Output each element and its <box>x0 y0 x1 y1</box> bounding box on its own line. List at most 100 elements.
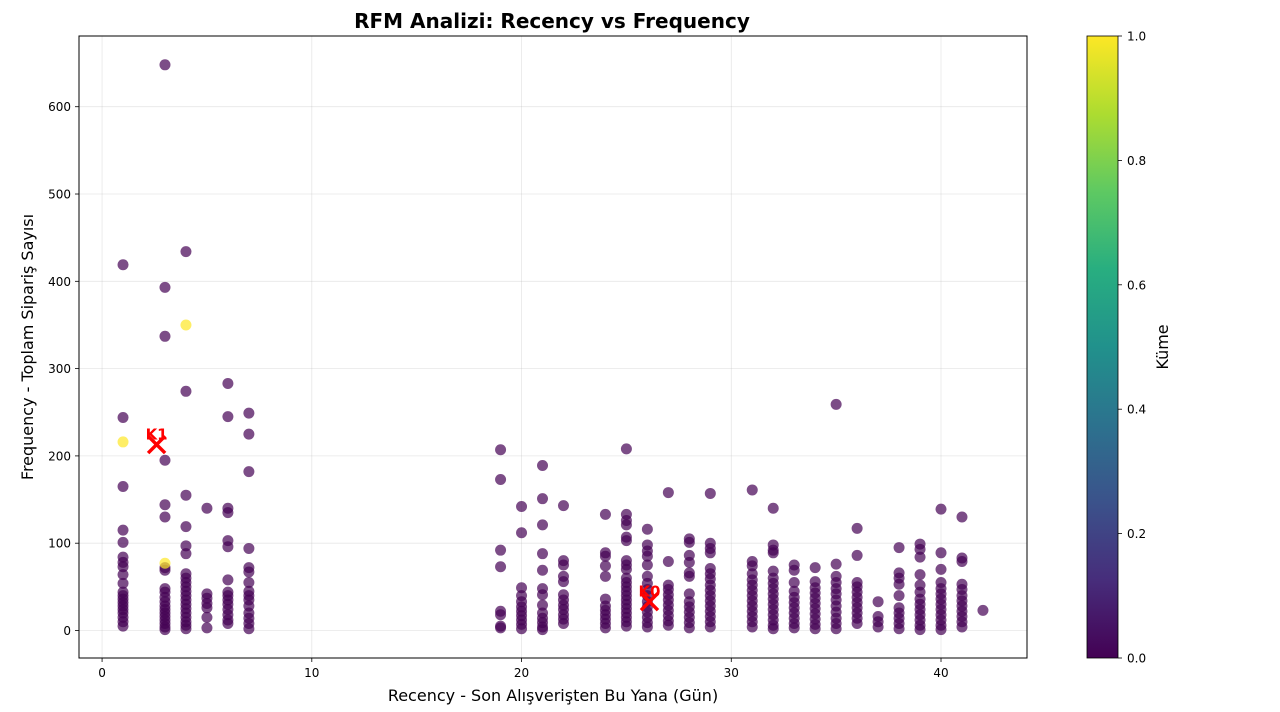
data-point <box>620 620 632 632</box>
data-point <box>117 561 129 573</box>
data-point <box>159 557 171 569</box>
data-point <box>117 577 129 589</box>
data-point <box>495 609 507 621</box>
data-point <box>746 484 758 496</box>
colorbar-tick-label: 0.2 <box>1127 527 1146 541</box>
data-point <box>599 622 611 634</box>
centroid-label: K1 <box>146 426 168 444</box>
data-point <box>620 519 632 531</box>
y-tick-label: 0 <box>63 624 71 638</box>
data-point <box>914 543 926 555</box>
y-tick-label: 600 <box>48 100 71 114</box>
data-point <box>788 622 800 634</box>
colorbar-tick-label: 0.6 <box>1127 278 1146 292</box>
data-point <box>201 622 213 634</box>
data-point <box>851 522 863 534</box>
data-point <box>243 623 255 635</box>
data-point <box>683 622 695 634</box>
data-point <box>222 618 234 630</box>
data-point <box>159 511 171 523</box>
data-point <box>180 246 192 258</box>
data-points <box>117 59 989 636</box>
data-point <box>557 618 569 630</box>
data-point <box>956 556 968 568</box>
data-point <box>641 559 653 571</box>
data-point <box>788 564 800 576</box>
colorbar-tick-label: 0.0 <box>1127 652 1146 666</box>
data-point <box>117 524 129 536</box>
data-point <box>222 541 234 553</box>
x-tick-label: 40 <box>933 666 948 680</box>
data-point <box>935 547 947 559</box>
data-point <box>243 576 255 588</box>
data-point <box>620 535 632 547</box>
data-point <box>201 611 213 623</box>
colorbar-tick-label: 0.4 <box>1127 403 1146 417</box>
colorbar-label: Küme <box>1153 324 1172 369</box>
data-point <box>159 454 171 466</box>
data-point <box>704 547 716 559</box>
data-point <box>767 623 779 635</box>
data-point <box>851 618 863 630</box>
data-point <box>599 560 611 572</box>
data-point <box>243 542 255 554</box>
grid-lines <box>79 36 1027 658</box>
data-point <box>495 444 507 456</box>
data-point <box>243 407 255 419</box>
y-tick-label: 200 <box>48 449 71 463</box>
data-point <box>662 487 674 499</box>
data-point <box>914 551 926 563</box>
data-point <box>201 602 213 614</box>
x-axis-ticks: 0 10 20 30 40 <box>98 658 949 680</box>
data-point <box>893 578 905 590</box>
data-point <box>599 550 611 562</box>
colorbar-tick-label: 1.0 <box>1127 30 1146 44</box>
data-point <box>537 564 549 576</box>
centroid-label: K0 <box>638 583 660 601</box>
data-point <box>516 582 528 594</box>
data-point <box>243 566 255 578</box>
data-point <box>495 561 507 573</box>
data-point <box>537 460 549 472</box>
data-point <box>557 576 569 588</box>
data-point <box>180 521 192 533</box>
data-point <box>893 623 905 635</box>
data-point <box>767 502 779 514</box>
data-point <box>180 489 192 501</box>
data-point <box>117 480 129 492</box>
data-point <box>537 624 549 636</box>
data-point <box>977 604 989 616</box>
data-point <box>788 576 800 588</box>
data-point <box>956 621 968 633</box>
data-point <box>893 590 905 602</box>
data-point <box>180 548 192 560</box>
plot-frame <box>78 35 1028 659</box>
data-point <box>159 624 171 636</box>
x-axis-label: Recency - Son Alışverişten Bu Yana (Gün) <box>388 686 718 705</box>
data-point <box>830 623 842 635</box>
data-point <box>537 599 549 611</box>
x-tick-label: 20 <box>514 666 529 680</box>
data-point <box>641 550 653 562</box>
x-tick-label: 0 <box>98 666 106 680</box>
data-point <box>495 622 507 634</box>
data-point <box>495 473 507 485</box>
data-point <box>117 569 129 581</box>
y-axis-ticks: 0 100 200 300 400 500 600 <box>48 100 79 638</box>
x-tick-label: 10 <box>304 666 319 680</box>
y-tick-label: 500 <box>48 188 71 202</box>
data-point <box>599 570 611 582</box>
cluster-centroids: K0 K1 <box>146 426 661 612</box>
data-point <box>662 619 674 631</box>
data-point <box>935 503 947 515</box>
data-point <box>222 574 234 586</box>
data-point <box>935 624 947 636</box>
data-point <box>620 443 632 455</box>
data-point <box>159 499 171 511</box>
data-point <box>243 428 255 440</box>
data-point <box>809 623 821 635</box>
data-point <box>683 556 695 568</box>
data-point <box>537 589 549 601</box>
data-point <box>117 411 129 423</box>
